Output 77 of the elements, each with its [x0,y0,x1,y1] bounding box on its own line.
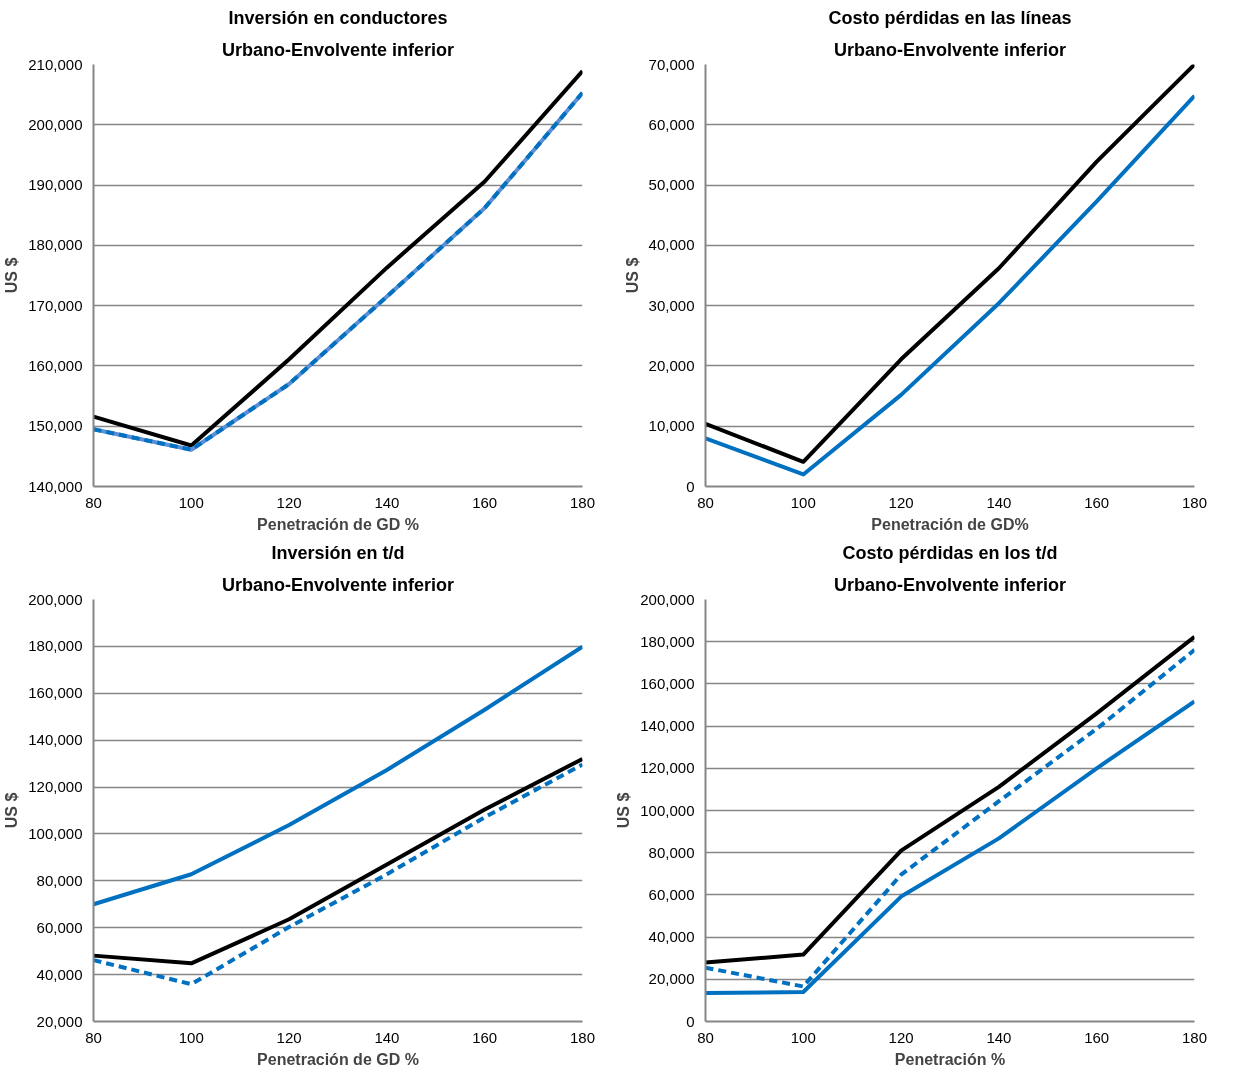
x-axis-title: Penetración de GD% [871,515,1029,533]
chart-title: Costo pérdidas en las líneas [828,7,1072,28]
y-tick-label: 80,000 [36,871,83,889]
x-axis-title: Penetración de GD % [257,1050,419,1068]
y-tick-label: 40,000 [36,965,83,983]
y-tick-label: 30,000 [648,296,695,314]
y-axis-title: US $ [615,792,633,829]
chart-subtitle: Urbano-Envolvente inferior [221,39,455,60]
y-axis-title: US $ [3,792,21,829]
y-tick-label: 180,000 [28,637,83,655]
chart-title: Inversión en conductores [228,7,448,28]
y-tick-label: 170,000 [28,296,83,314]
x-tick-label: 140 [986,493,1012,511]
y-axis-title: US $ [3,257,21,294]
x-axis-title: Penetración de GD % [257,515,419,533]
x-tick-label: 120 [888,1028,914,1046]
x-tick-label: 120 [276,493,302,511]
y-tick-label: 50,000 [648,176,695,194]
y-tick-label: 190,000 [28,176,83,194]
chart-subtitle: Urbano-Envolvente inferior [833,39,1067,60]
x-tick-label: 100 [178,1028,204,1046]
y-tick-label: 0 [686,477,695,495]
x-tick-label: 80 [697,1028,714,1046]
x-tick-label: 100 [790,1028,816,1046]
y-tick-label: 160,000 [28,356,83,374]
y-tick-label: 210,000 [28,55,83,73]
x-tick-label: 100 [178,493,204,511]
y-tick-label: 20,000 [648,970,695,988]
y-tick-label: 150,000 [28,417,83,435]
x-tick-label: 120 [276,1028,302,1046]
y-tick-label: 140,000 [28,477,83,495]
x-tick-label: 140 [374,1028,400,1046]
x-tick-label: 140 [374,493,400,511]
y-tick-label: 140,000 [28,731,83,749]
x-tick-label: 180 [569,493,596,511]
y-tick-label: 60,000 [36,918,83,936]
y-tick-label: 40,000 [648,928,695,946]
y-tick-label: 160,000 [640,674,695,692]
x-tick-label: 180 [569,1028,596,1046]
y-tick-label: 20,000 [648,356,695,374]
x-tick-label: 80 [697,493,714,511]
y-tick-label: 40,000 [648,236,695,254]
x-tick-label: 160 [472,1028,498,1046]
x-tick-label: 80 [85,493,102,511]
y-tick-label: 60,000 [648,115,695,133]
x-tick-label: 180 [1181,1028,1208,1046]
y-tick-label: 10,000 [648,417,695,435]
y-tick-label: 70,000 [648,55,695,73]
x-tick-label: 160 [472,493,498,511]
chart-title: Costo pérdidas en los t/d [842,542,1058,563]
chart-subtitle: Urbano-Envolvente inferior [221,574,455,595]
chart-title: Inversión en t/d [271,542,405,563]
y-tick-label: 0 [686,1012,695,1030]
x-tick-label: 80 [85,1028,102,1046]
x-tick-label: 160 [1084,1028,1110,1046]
x-tick-label: 120 [888,493,914,511]
chart-subtitle: Urbano-Envolvente inferior [833,574,1067,595]
x-tick-label: 140 [986,1028,1012,1046]
x-tick-label: 180 [1181,493,1208,511]
y-tick-label: 120,000 [28,778,83,796]
y-tick-label: 160,000 [28,684,83,702]
x-axis-title: Penetración % [894,1050,1006,1068]
y-axis-title: US $ [623,257,641,294]
y-tick-label: 100,000 [28,824,83,842]
y-tick-label: 200,000 [640,590,695,608]
y-tick-label: 100,000 [640,801,695,819]
y-tick-label: 120,000 [640,759,695,777]
y-tick-label: 60,000 [648,885,695,903]
x-tick-label: 160 [1084,493,1110,511]
y-tick-label: 180,000 [640,632,695,650]
y-tick-label: 200,000 [28,590,83,608]
x-tick-label: 100 [790,493,816,511]
y-tick-label: 20,000 [36,1012,83,1030]
y-tick-label: 140,000 [640,717,695,735]
y-tick-label: 80,000 [648,843,695,861]
y-tick-label: 180,000 [28,236,83,254]
y-tick-label: 200,000 [28,115,83,133]
